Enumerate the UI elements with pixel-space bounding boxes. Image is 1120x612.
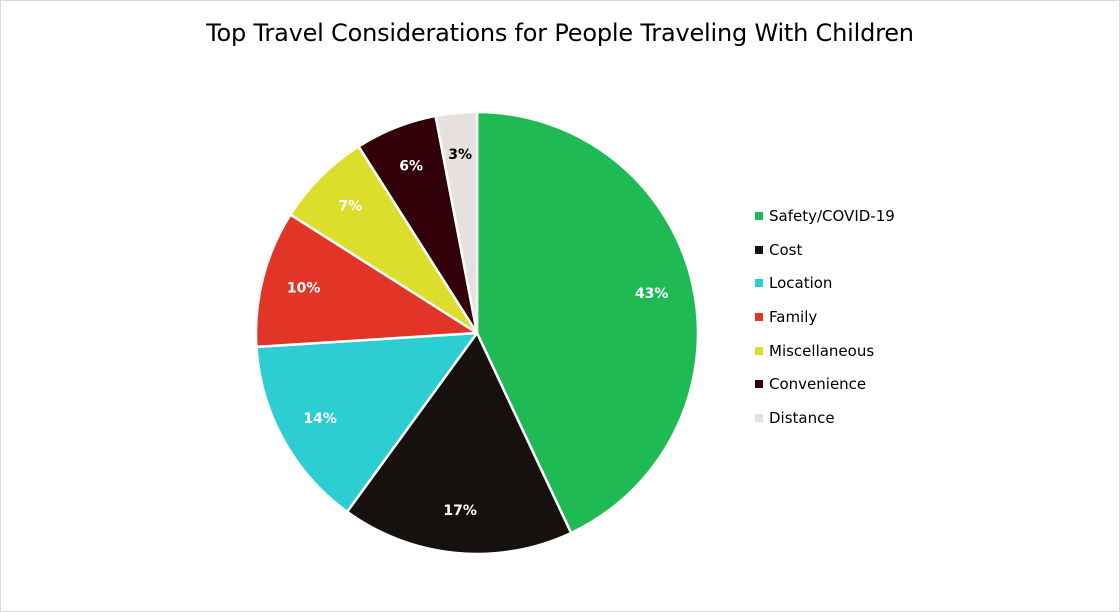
data-label-miscellaneous: 7% (339, 198, 363, 214)
data-label-distance: 3% (448, 147, 472, 163)
pie-slice-safety-covid-19 (475, 110, 700, 535)
legend-label: Distance (769, 408, 835, 427)
data-label-family: 10% (287, 280, 321, 296)
pie-slice-cost (345, 331, 573, 556)
pie-slices (254, 110, 700, 556)
legend-swatch (755, 211, 763, 220)
data-label-safety-covid-19: 43% (635, 286, 669, 302)
chart-title: Top Travel Considerations for People Tra… (206, 19, 914, 47)
legend-label: Cost (769, 240, 803, 259)
data-label-convenience: 6% (399, 159, 423, 175)
pie-data-labels: 43% 17% 14% 10% 7% 6% 3% (287, 147, 669, 519)
data-label-cost: 17% (443, 503, 477, 519)
legend-item-cost: Cost (755, 233, 895, 267)
chart-legend: Safety/COVID-19 Cost Location Family Miscell… (755, 199, 895, 435)
data-label-location: 14% (303, 411, 337, 427)
legend-item-miscellaneous: Miscellaneous (755, 334, 895, 368)
legend-label: Convenience (769, 375, 867, 394)
legend-swatch (755, 245, 763, 254)
legend-item-family: Family (755, 300, 895, 334)
legend-swatch (755, 279, 763, 288)
legend-swatch (755, 380, 763, 389)
legend-label: Location (769, 274, 833, 293)
legend-item-location: Location (755, 266, 895, 300)
pie-slice-location (255, 331, 479, 514)
legend-item-convenience: Convenience (755, 367, 895, 401)
legend-label: Safety/COVID-19 (769, 206, 895, 225)
legend-swatch (755, 413, 763, 422)
legend-swatch (755, 312, 763, 321)
legend-label: Family (769, 307, 818, 326)
legend-item-distance: Distance (755, 401, 895, 435)
legend-swatch (755, 346, 763, 355)
pie-slice-distance (434, 110, 479, 335)
legend-label: Miscellaneous (769, 341, 875, 360)
legend-item-safety-covid-19: Safety/COVID-19 (755, 199, 895, 233)
pie-slice-family (254, 213, 479, 349)
